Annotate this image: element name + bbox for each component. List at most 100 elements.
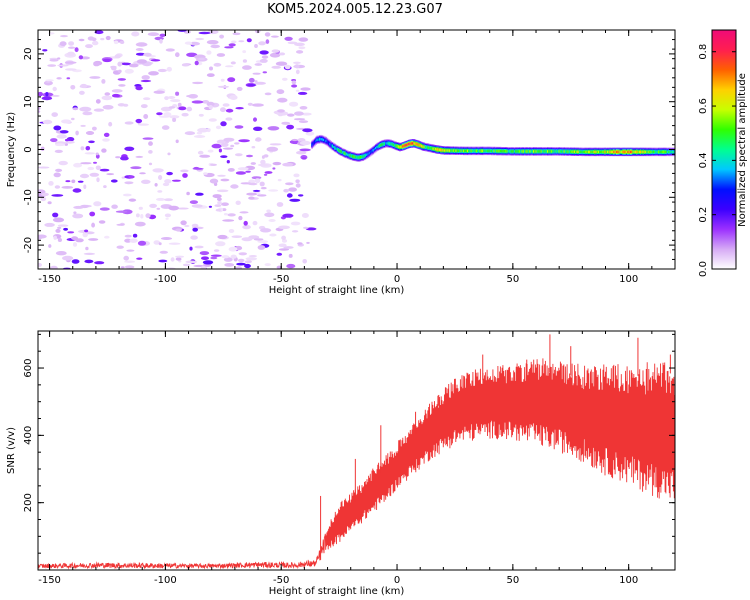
signal-cell <box>329 142 331 146</box>
noise-blob <box>143 97 151 101</box>
signal-cell <box>559 150 562 153</box>
signal-cell <box>338 149 340 152</box>
noise-blob <box>80 124 86 127</box>
signal-cell <box>576 150 578 153</box>
noise-blob <box>119 40 125 44</box>
noise-blob <box>244 263 251 269</box>
noise-blob <box>253 238 264 241</box>
signal-cell <box>580 150 582 153</box>
signal-cell <box>376 145 378 149</box>
signal-cell <box>492 149 494 153</box>
noise-blob <box>261 55 269 59</box>
x-tick-label: -150 <box>38 575 61 586</box>
signal-cell <box>513 150 516 153</box>
signal-cell <box>396 145 399 148</box>
noise-blob <box>237 258 245 263</box>
noise-blob <box>264 263 271 267</box>
noise-blob <box>51 194 64 197</box>
noise-blob <box>159 33 166 37</box>
noise-blob <box>299 106 308 110</box>
signal-cell <box>582 150 585 154</box>
noise-blob <box>72 213 84 219</box>
signal-cell <box>387 142 390 145</box>
noise-blob <box>135 52 146 56</box>
noise-blob <box>116 223 125 226</box>
signal-cell <box>517 150 520 153</box>
signal-cell <box>571 150 573 153</box>
signal-cell <box>422 145 424 148</box>
signal-cell <box>638 150 641 154</box>
signal-cell <box>461 149 464 152</box>
noise-blob <box>154 183 158 187</box>
signal-cell <box>581 150 583 154</box>
noise-blob <box>89 172 100 177</box>
signal-cell <box>451 149 454 152</box>
noise-blob <box>221 255 230 259</box>
noise-blob <box>38 110 41 113</box>
signal-cell <box>515 150 517 153</box>
signal-cell <box>613 150 615 154</box>
noise-blob <box>245 170 251 173</box>
noise-blob <box>84 259 94 264</box>
noise-blob <box>223 257 233 262</box>
signal-cell <box>456 149 459 152</box>
noise-blob <box>298 120 309 123</box>
noise-blob <box>264 92 272 96</box>
noise-blob <box>228 43 236 47</box>
noise-blob <box>209 66 213 71</box>
noise-blob <box>191 100 204 104</box>
noise-blob <box>189 246 193 251</box>
noise-blob <box>41 96 53 101</box>
spectrogram-x-axis-label: Height of straight line (km) <box>269 285 405 296</box>
signal-cell <box>317 138 320 141</box>
noise-blob <box>297 91 308 95</box>
signal-cell <box>331 144 334 148</box>
noise-blob <box>126 249 135 252</box>
noise-blob <box>229 95 238 100</box>
noise-blob <box>210 256 218 260</box>
noise-blob <box>277 97 288 103</box>
colorbar-tick-label: 0.6 <box>698 98 709 114</box>
signal-cell <box>594 150 596 154</box>
noise-blob <box>251 146 256 149</box>
noise-blob <box>263 173 268 176</box>
signal-cell <box>645 150 647 154</box>
signal-cell <box>377 145 380 148</box>
noise-blob <box>45 92 49 97</box>
noise-blob <box>293 118 306 121</box>
noise-blob <box>93 108 105 112</box>
signal-cell <box>438 148 441 151</box>
signal-cell <box>339 149 341 153</box>
noise-blob <box>54 143 66 147</box>
signal-cell <box>452 149 455 152</box>
noise-blob <box>291 84 298 88</box>
signal-cell <box>330 143 332 147</box>
y-tick-label: 600 <box>23 358 34 377</box>
noise-blob <box>283 246 294 249</box>
noise-blob <box>230 144 235 148</box>
signal-cell <box>380 143 382 147</box>
signal-cell <box>673 150 675 154</box>
noise-blob <box>278 243 287 248</box>
noise-blob <box>124 146 135 151</box>
noise-blob <box>148 71 159 76</box>
noise-blob <box>295 89 300 92</box>
signal-cell <box>549 150 552 153</box>
noise-blob <box>230 61 236 65</box>
noise-blob <box>278 225 290 230</box>
noise-blob <box>181 63 190 67</box>
signal-cell <box>487 149 489 153</box>
spectrogram-y-ticks: -20 -10 0 10 20 <box>23 29 675 270</box>
signal-cell <box>539 150 541 153</box>
noise-blob <box>231 40 237 44</box>
noise-blob <box>130 166 142 170</box>
signal-cell <box>320 137 322 141</box>
noise-blob <box>282 162 294 167</box>
y-tick-label: -20 <box>23 237 34 253</box>
noise-blob <box>279 52 286 56</box>
noise-blob <box>215 241 226 247</box>
signal-cell <box>636 150 638 154</box>
noise-blob <box>141 75 150 80</box>
noise-blob <box>101 79 106 84</box>
signal-cell <box>591 150 594 154</box>
